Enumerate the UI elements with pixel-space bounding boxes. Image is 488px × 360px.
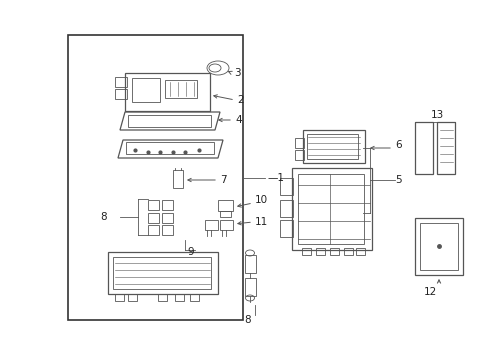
Bar: [148, 213, 159, 223]
Bar: [128, 294, 137, 301]
Bar: [302, 248, 310, 255]
Text: 9: 9: [186, 247, 193, 257]
Text: 3: 3: [234, 68, 240, 78]
Bar: [175, 294, 183, 301]
Bar: [164, 80, 197, 98]
Bar: [436, 122, 454, 174]
Bar: [162, 200, 173, 210]
Bar: [108, 252, 218, 294]
Bar: [294, 138, 304, 148]
Bar: [355, 248, 364, 255]
Bar: [148, 225, 159, 235]
Bar: [115, 77, 127, 87]
Bar: [148, 200, 159, 210]
Text: 8: 8: [244, 315, 251, 325]
Bar: [329, 248, 338, 255]
Bar: [173, 170, 183, 188]
Bar: [280, 200, 292, 217]
Text: 2: 2: [237, 95, 243, 105]
Bar: [132, 78, 160, 102]
Bar: [68, 35, 243, 320]
Text: 13: 13: [429, 110, 443, 120]
Bar: [244, 255, 256, 273]
Text: 5: 5: [394, 175, 401, 185]
Bar: [125, 73, 209, 111]
Bar: [303, 130, 364, 163]
Bar: [414, 122, 432, 174]
Bar: [126, 142, 214, 154]
Bar: [297, 174, 363, 244]
Bar: [158, 294, 167, 301]
Bar: [419, 223, 457, 270]
Bar: [190, 294, 199, 301]
Text: 4: 4: [235, 115, 241, 125]
Bar: [291, 168, 371, 250]
Bar: [280, 178, 292, 195]
Text: 6: 6: [394, 140, 401, 150]
Bar: [315, 248, 325, 255]
Bar: [162, 225, 173, 235]
Text: 12: 12: [423, 287, 436, 297]
Text: 8: 8: [100, 212, 106, 222]
Bar: [218, 200, 232, 211]
Bar: [414, 218, 462, 275]
Text: 7: 7: [220, 175, 226, 185]
Bar: [220, 211, 230, 217]
Bar: [115, 89, 127, 99]
Bar: [343, 248, 352, 255]
Bar: [204, 220, 218, 230]
Text: 11: 11: [254, 217, 268, 227]
Bar: [113, 257, 210, 289]
Bar: [128, 115, 210, 127]
Bar: [306, 134, 357, 159]
Bar: [220, 220, 232, 230]
Bar: [280, 220, 292, 237]
Bar: [244, 278, 256, 296]
Bar: [294, 150, 304, 160]
Bar: [115, 294, 124, 301]
Text: —1: —1: [266, 173, 284, 183]
Text: 10: 10: [254, 195, 267, 205]
Bar: [162, 213, 173, 223]
